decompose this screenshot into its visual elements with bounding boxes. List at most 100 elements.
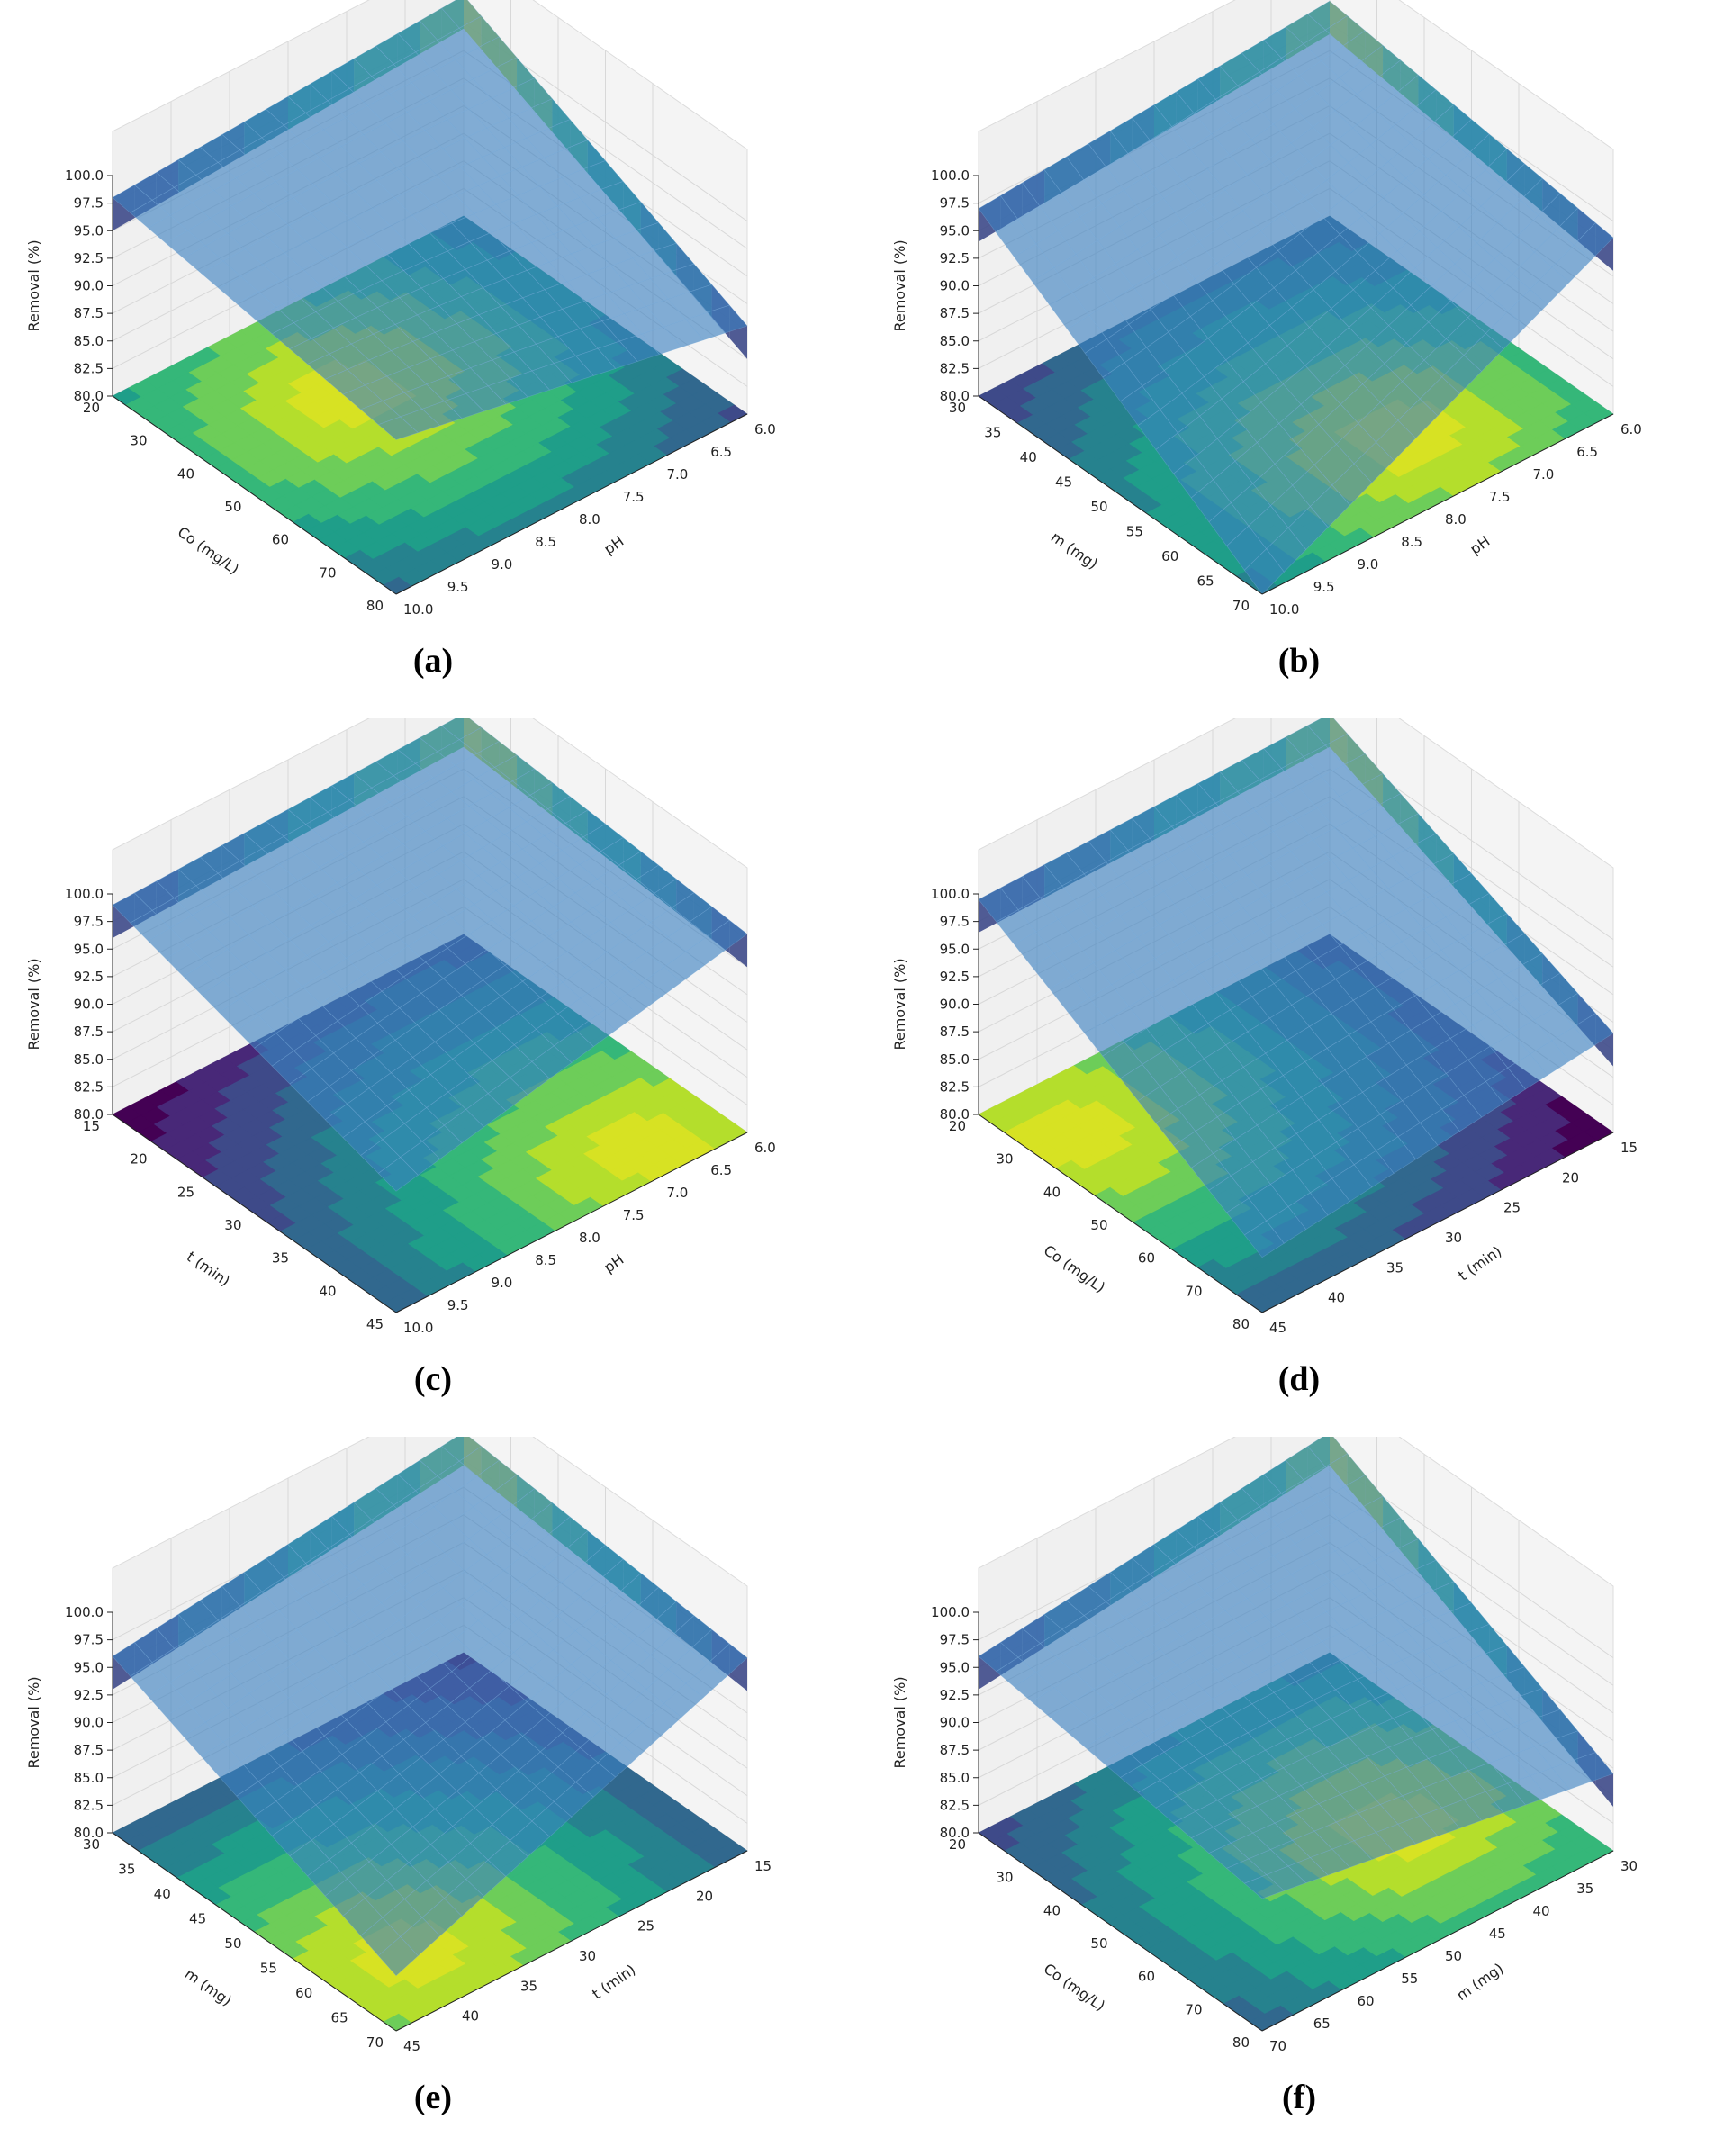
z-tick-label: 92.5: [74, 1687, 104, 1703]
z-axis: 80.082.585.087.590.092.595.097.5100.0Rem…: [25, 167, 113, 404]
axis1-tick-label: 20: [83, 400, 100, 416]
z-tick-label: 95.0: [74, 222, 104, 239]
axis2-tick-label: 8.0: [579, 1230, 600, 1246]
chart-f: 80.082.585.087.590.092.595.097.5100.0Rem…: [891, 1437, 1638, 2054]
z-tick-label: 85.0: [940, 333, 970, 349]
panel-label-d: (d): [1277, 1360, 1321, 1398]
axis2-tick-label: 7.0: [667, 1185, 689, 1201]
axis1-label: m (mg): [182, 1965, 235, 2009]
z-tick-label: 80.0: [940, 1106, 970, 1123]
axis2-tick-label: 9.0: [492, 1275, 513, 1291]
axis2-tick-label: 20: [696, 1888, 713, 1904]
z-axis-label: Removal (%): [891, 958, 908, 1050]
chart-b: 80.082.585.087.590.092.595.097.5100.0Rem…: [891, 0, 1642, 618]
z-tick-label: 87.5: [940, 1024, 970, 1040]
axis2-tick-label: 15: [1620, 1140, 1638, 1156]
z-tick-label: 92.5: [74, 250, 104, 266]
panel-label-b: (b): [1277, 642, 1321, 680]
axis2-tick-label: 7.0: [1533, 466, 1555, 483]
axis1-tick-label: 70: [1185, 1283, 1202, 1299]
axis1-tick-label: 80: [366, 598, 384, 614]
z-tick-label: 82.5: [74, 1078, 104, 1095]
axis1-tick-label: 70: [366, 2034, 384, 2051]
axis1-tick-label: 30: [949, 400, 966, 416]
axis2-tick-label: 10.0: [1269, 601, 1299, 618]
chart-c: 80.082.585.087.590.092.595.097.5100.0Rem…: [25, 718, 776, 1336]
z-tick-label: 80.0: [74, 388, 104, 404]
z-tick-label: 92.5: [74, 969, 104, 985]
axis2-tick-label: 6.5: [1576, 444, 1598, 460]
axis1-tick-label: 35: [272, 1250, 289, 1267]
axis1-tick-label: 40: [177, 465, 194, 482]
axis1-tick-label: 50: [224, 499, 241, 515]
z-tick-label: 100.0: [65, 886, 104, 902]
panel-f: 80.0 82.5 85.0 87.5 90.0 92.5 95.0 97.5 100.0 Rem…: [866, 1437, 1732, 2155]
z-tick-label: 87.5: [74, 305, 104, 321]
z-tick-label: 90.0: [940, 278, 970, 294]
z-tick-label: 95.0: [74, 1659, 104, 1675]
axis2-tick-label: 6.0: [754, 1140, 776, 1156]
panel-a: 80.0 82.5 85.0 87.5 90.0 92.5 95.0 97.5 100.0 Rem…: [0, 0, 866, 718]
axis1-label: Co (mg/L): [175, 523, 242, 578]
axis2-tick-label: 8.0: [579, 511, 600, 528]
axis1-tick-label: 45: [366, 1316, 384, 1332]
z-tick-label: 97.5: [940, 195, 970, 212]
surface-facet: [1573, 1013, 1614, 1048]
axis1-tick-label: 50: [224, 1935, 241, 1952]
response-surface: [978, 0, 1614, 595]
z-tick-label: 100.0: [931, 167, 970, 184]
surface-facet: [707, 304, 748, 334]
axis1-line: [112, 1832, 397, 2032]
axis2-tick-label: 7.0: [667, 466, 689, 483]
axis2-tick-label: 6.5: [710, 444, 732, 460]
axis1-tick-label: 30: [130, 433, 147, 449]
axis1-tick-label: 70: [1232, 598, 1250, 614]
axis2-tick-label: 9.0: [1358, 556, 1379, 573]
axis2-tick-label: 6.5: [710, 1162, 732, 1178]
panel-b: 80.0 82.5 85.0 87.5 90.0 92.5 95.0 97.5 100.0 Rem…: [866, 0, 1732, 718]
axis2-tick-label: 35: [520, 1978, 537, 1994]
axis1-tick-label: 40: [1043, 1184, 1061, 1200]
axis2-tick-label: 10.0: [403, 1320, 433, 1336]
axis1-tick-label: 20: [949, 1118, 966, 1134]
axis1-tick-label: 30: [83, 1836, 100, 1853]
axis1-label: m (mg): [1048, 528, 1101, 573]
z-tick-label: 80.0: [74, 1106, 104, 1123]
panel-c: 80.0 82.5 85.0 87.5 90.0 92.5 95.0 97.5 100.0 Rem…: [0, 718, 866, 1437]
z-axis-label: Removal (%): [25, 958, 42, 1050]
axis1-tick-label: 45: [189, 1911, 206, 1927]
axis2-tick-label: 30: [1445, 1230, 1462, 1246]
z-tick-label: 80.0: [74, 1825, 104, 1841]
panel-label-c: (c): [413, 1360, 453, 1398]
z-tick-label: 85.0: [74, 1770, 104, 1786]
axis2-label: pH: [1467, 532, 1493, 557]
z-axis: 80.082.585.087.590.092.595.097.5100.0Rem…: [891, 886, 979, 1123]
axis2-tick-label: 40: [1328, 1290, 1345, 1306]
axis1-tick-label: 45: [1055, 474, 1072, 491]
axis2-tick-label: 35: [1386, 1259, 1404, 1276]
z-axis-label: Removal (%): [891, 239, 908, 331]
axis2-tick-label: 8.0: [1445, 511, 1467, 528]
axis1-tick-label: 40: [154, 1886, 171, 1902]
axis1-tick-label: 60: [272, 532, 289, 548]
z-tick-label: 95.0: [940, 941, 970, 957]
axis1-tick-label: 15: [83, 1118, 100, 1134]
z-tick-label: 85.0: [74, 1051, 104, 1068]
axis2-line: [395, 413, 748, 595]
axis2-tick-label: 7.5: [623, 1207, 645, 1223]
response-surface: [978, 718, 1614, 1258]
axis1-tick-label: 65: [331, 2010, 348, 2026]
surface-facet: [707, 1643, 748, 1679]
axis2-tick-label: 8.5: [535, 1252, 556, 1268]
axis1-line: [978, 1114, 1263, 1313]
axis1-tick-label: 55: [1126, 524, 1143, 540]
axis1-line: [112, 395, 397, 595]
axis2-tick-label: 45: [403, 2038, 420, 2054]
axis1-tick-label: 55: [260, 1961, 277, 1977]
z-tick-label: 100.0: [65, 167, 104, 184]
axis1-tick-label: 70: [319, 564, 336, 581]
z-tick-label: 95.0: [74, 941, 104, 957]
z-axis-label: Removal (%): [25, 1676, 42, 1768]
z-axis: 80.082.585.087.590.092.595.097.5100.0Rem…: [25, 886, 113, 1123]
axis2-tick-label: 8.5: [535, 534, 556, 550]
